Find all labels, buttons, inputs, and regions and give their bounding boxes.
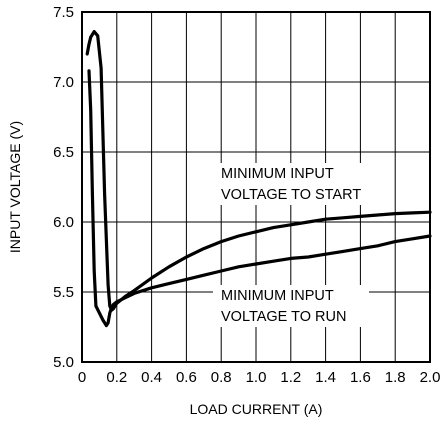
series-line [85,30,432,312]
annotation-run-line-1: MINIMUM INPUT [221,288,334,304]
x-tick-label: 1.0 [246,369,267,386]
annotation-start-line-1: MINIMUM INPUT [221,166,334,182]
y-axis-title: INPUT VOLTAGE (V) [7,121,23,253]
x-tick-label: 0.6 [176,369,197,386]
plot-frame [81,11,431,363]
x-tick-label: 1.2 [280,369,301,386]
y-tick-label: 6.0 [53,214,74,231]
y-tick-label: 6.5 [53,144,74,161]
x-tick-label: 0.2 [106,369,127,386]
x-tick-label: 0 [78,369,86,386]
y-tick-label: 7.5 [53,4,74,21]
series-line [87,69,432,328]
annotation-start: MINIMUM INPUT VOLTAGE TO START [216,163,378,205]
annotation-run-line-2: VOLTAGE TO RUN [221,309,346,325]
y-tick-label: 5.5 [53,284,74,301]
x-tick-label: 1.6 [350,369,371,386]
x-tick-label: 0.8 [211,369,232,386]
x-tick-label: 1.8 [385,369,406,386]
x-tick-labels: 0 0.2 0.4 0.6 0.8 1.0 1.2 1.4 1.6 1.8 2.0 [78,369,441,386]
curves [85,30,432,328]
y-tick-label: 5.0 [53,354,74,371]
annotation-run: MINIMUM INPUT VOLTAGE TO RUN [213,285,369,327]
x-axis-title: LOAD CURRENT (A) [190,401,323,417]
x-tick-label: 2.0 [420,369,441,386]
y-tick-labels: 5.0 5.5 6.0 6.5 7.0 7.5 [53,4,74,371]
annotation-start-line-2: VOLTAGE TO START [221,187,361,203]
x-tick-label: 1.4 [315,369,336,386]
y-tick-label: 7.0 [53,74,74,91]
x-tick-label: 0.4 [141,369,162,386]
